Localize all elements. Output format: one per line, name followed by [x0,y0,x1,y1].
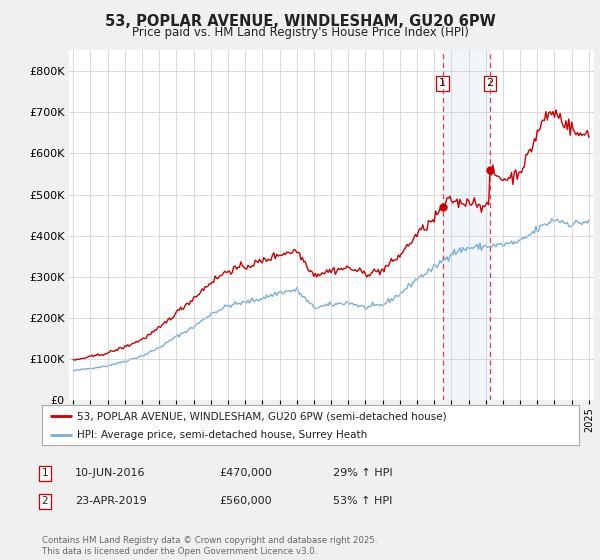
Text: 1: 1 [439,78,446,88]
Bar [443,50,490,400]
Text: Contains HM Land Registry data © Crown copyright and database right 2025.
This d: Contains HM Land Registry data © Crown c… [42,536,377,556]
Text: 53% ↑ HPI: 53% ↑ HPI [333,496,392,506]
Text: 10-JUN-2016: 10-JUN-2016 [75,468,146,478]
Text: 23-APR-2019: 23-APR-2019 [75,496,147,506]
Text: £560,000: £560,000 [219,496,272,506]
Text: £470,000: £470,000 [219,468,272,478]
Text: HPI: Average price, semi-detached house, Surrey Heath: HPI: Average price, semi-detached house,… [77,430,367,440]
Text: 29% ↑ HPI: 29% ↑ HPI [333,468,392,478]
Text: 53, POPLAR AVENUE, WINDLESHAM, GU20 6PW (semi-detached house): 53, POPLAR AVENUE, WINDLESHAM, GU20 6PW … [77,411,446,421]
Text: 2: 2 [41,496,49,506]
Text: 1: 1 [41,468,49,478]
Text: 2: 2 [487,78,494,88]
Text: 53, POPLAR AVENUE, WINDLESHAM, GU20 6PW: 53, POPLAR AVENUE, WINDLESHAM, GU20 6PW [104,14,496,29]
Text: Price paid vs. HM Land Registry's House Price Index (HPI): Price paid vs. HM Land Registry's House … [131,26,469,39]
